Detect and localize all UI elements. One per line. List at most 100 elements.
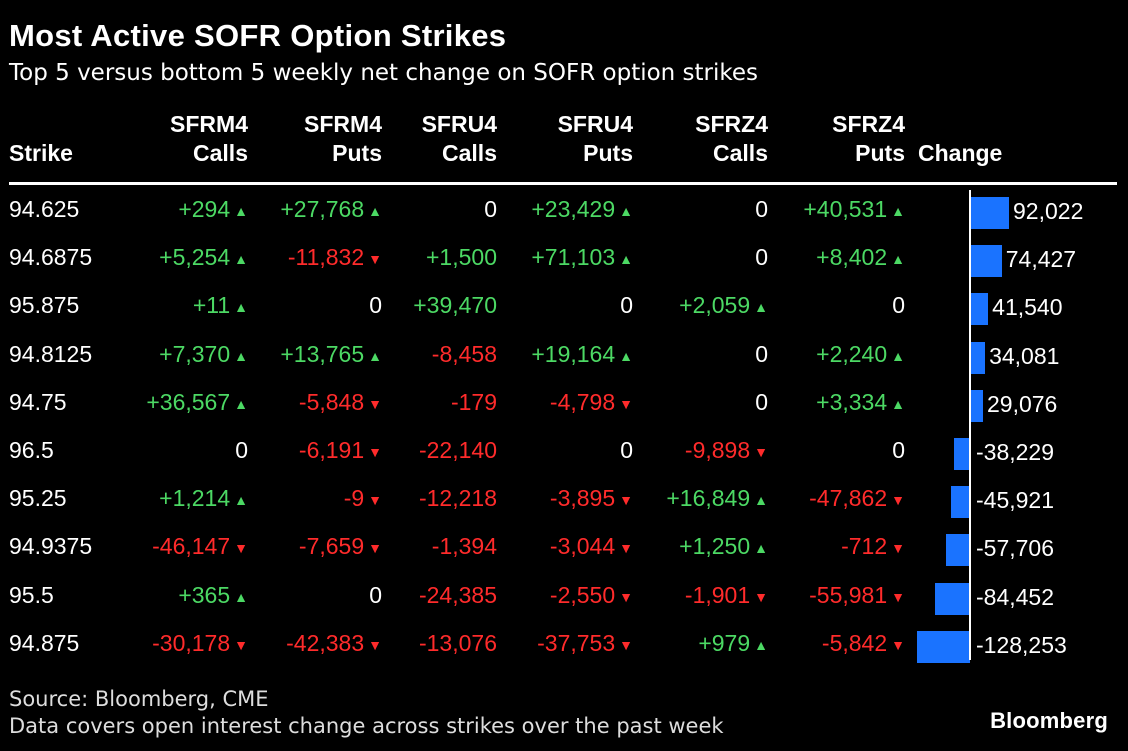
cell-value: 0 <box>892 292 905 319</box>
up-arrow-icon: ▲ <box>891 251 905 268</box>
change-value: 41,540 <box>992 294 1063 321</box>
up-arrow-icon: ▲ <box>234 203 248 219</box>
down-arrow-icon: ▼ <box>891 588 905 605</box>
down-arrow-icon: ▼ <box>754 588 768 605</box>
down-arrow-icon: ▼ <box>891 492 905 509</box>
cell-value: -8,458 <box>431 340 497 367</box>
table-cell: +39,470▲ <box>413 291 497 319</box>
table-cell: -47,862 ▼ <box>809 484 905 515</box>
up-arrow-icon: ▲ <box>619 347 633 364</box>
table-cell: 0▲ <box>755 388 768 416</box>
table-cell: -2,550 ▼ <box>550 581 633 612</box>
cell-value: +2,240 <box>816 340 888 367</box>
header-contract: SFRM4 <box>170 111 248 137</box>
table-cell: -12,218▲ <box>419 484 497 512</box>
table-cell: +27,768 ▲ <box>280 195 382 226</box>
down-arrow-icon: ▼ <box>368 395 382 412</box>
table-cell: -46,147 ▼ <box>152 532 248 563</box>
down-arrow-icon: ▼ <box>368 636 382 653</box>
change-value: 74,427 <box>1005 246 1077 273</box>
header-contract: SFRU4 <box>421 111 497 137</box>
cell-value: +71,103 <box>531 244 616 271</box>
header-type: Calls <box>713 140 768 166</box>
cell-value: -13,076 <box>418 629 497 656</box>
change-value: -128,253 <box>976 631 1067 658</box>
table-cell: 0▲ <box>755 243 768 271</box>
header-type: Puts <box>855 140 905 166</box>
table-cell: +2,059 ▲ <box>679 291 768 322</box>
change-value: 29,076 <box>987 390 1058 417</box>
down-arrow-icon: ▼ <box>891 636 905 653</box>
header-divider <box>9 182 1117 185</box>
table-cell: -55,981 ▼ <box>809 581 905 612</box>
table-cell: -1,901 ▼ <box>685 581 768 612</box>
down-arrow-icon: ▼ <box>619 636 633 653</box>
change-value: 34,081 <box>989 342 1060 369</box>
cell-value: -30,178 <box>152 629 231 656</box>
strike-label: 94.8125 <box>9 340 93 367</box>
cell-value: 0 <box>369 292 382 319</box>
table-cell: 0▲ <box>620 291 633 319</box>
table-cell: -9 ▼ <box>344 484 382 515</box>
up-arrow-icon: ▲ <box>619 251 633 268</box>
header-col-4: SFRZ4 Calls <box>695 110 768 168</box>
down-arrow-icon: ▼ <box>891 540 905 557</box>
up-arrow-icon: ▲ <box>368 203 382 219</box>
table-cell: -1,394▲ <box>432 532 497 560</box>
cell-value: +27,768 <box>280 196 365 222</box>
up-arrow-icon: ▲ <box>891 203 905 219</box>
cell-value: -24,385 <box>418 581 497 608</box>
cell-value: +1,250 <box>679 533 751 560</box>
table-cell: -22,140▲ <box>419 436 497 464</box>
change-value: -45,921 <box>976 487 1055 514</box>
cell-value: -1,901 <box>684 581 751 608</box>
cell-value: -12,218 <box>418 485 497 512</box>
header-type: Puts <box>332 140 382 166</box>
down-arrow-icon: ▼ <box>619 540 633 557</box>
table-cell: -712 ▼ <box>841 532 905 563</box>
up-arrow-icon: ▲ <box>754 540 768 557</box>
strike-label: 94.75 <box>9 388 67 415</box>
table-cell: 0▲ <box>755 195 768 223</box>
change-bar <box>971 389 983 422</box>
table-cell: +40,531 ▲ <box>803 195 905 226</box>
up-arrow-icon: ▲ <box>891 395 905 412</box>
source-note: Source: Bloomberg, CME <box>9 687 269 711</box>
cell-value: 0 <box>892 437 905 463</box>
cell-value: +979 <box>698 629 751 656</box>
header-type: Puts <box>583 140 633 166</box>
cell-value: 0 <box>755 388 768 415</box>
strike-label: 94.6875 <box>9 244 93 271</box>
table-cell: -37,753 ▼ <box>537 629 633 660</box>
cell-value: 0 <box>620 437 633 463</box>
down-arrow-icon: ▼ <box>619 588 633 605</box>
cell-value: +7,370 <box>159 340 231 367</box>
change-bar <box>971 293 989 326</box>
strike-label: 94.9375 <box>9 533 93 560</box>
strike-label: 94.875 <box>9 629 80 656</box>
cell-value: -42,383 <box>286 629 365 656</box>
header-change: Change <box>918 140 1003 166</box>
chart-subtitle: Top 5 versus bottom 5 weekly net change … <box>9 60 759 86</box>
strike-label: 96.5 <box>9 437 54 463</box>
table-cell: +979 ▲ <box>698 629 768 660</box>
header-contract: SFRZ4 <box>832 111 905 137</box>
cell-value: +19,164 <box>531 340 616 367</box>
header-contract: SFRM4 <box>304 111 382 137</box>
change-bar <box>946 534 970 567</box>
cell-value: -9 <box>343 485 365 512</box>
chart-title: Most Active SOFR Option Strikes <box>9 18 507 53</box>
cell-value: 0 <box>755 244 768 271</box>
up-arrow-icon: ▲ <box>234 492 248 509</box>
cell-value: +16,849 <box>666 485 751 512</box>
cell-value: 0 <box>755 196 768 222</box>
table-cell: +294 ▲ <box>178 195 248 226</box>
down-arrow-icon: ▼ <box>368 444 382 460</box>
up-arrow-icon: ▲ <box>619 203 633 219</box>
cell-value: -47,862 <box>809 485 888 512</box>
table-cell: 0▲ <box>892 436 905 464</box>
cell-value: +13,765 <box>280 340 365 367</box>
table-cell: 0▲ <box>369 581 382 609</box>
cell-value: -9,898 <box>684 437 751 463</box>
up-arrow-icon: ▲ <box>234 588 248 605</box>
